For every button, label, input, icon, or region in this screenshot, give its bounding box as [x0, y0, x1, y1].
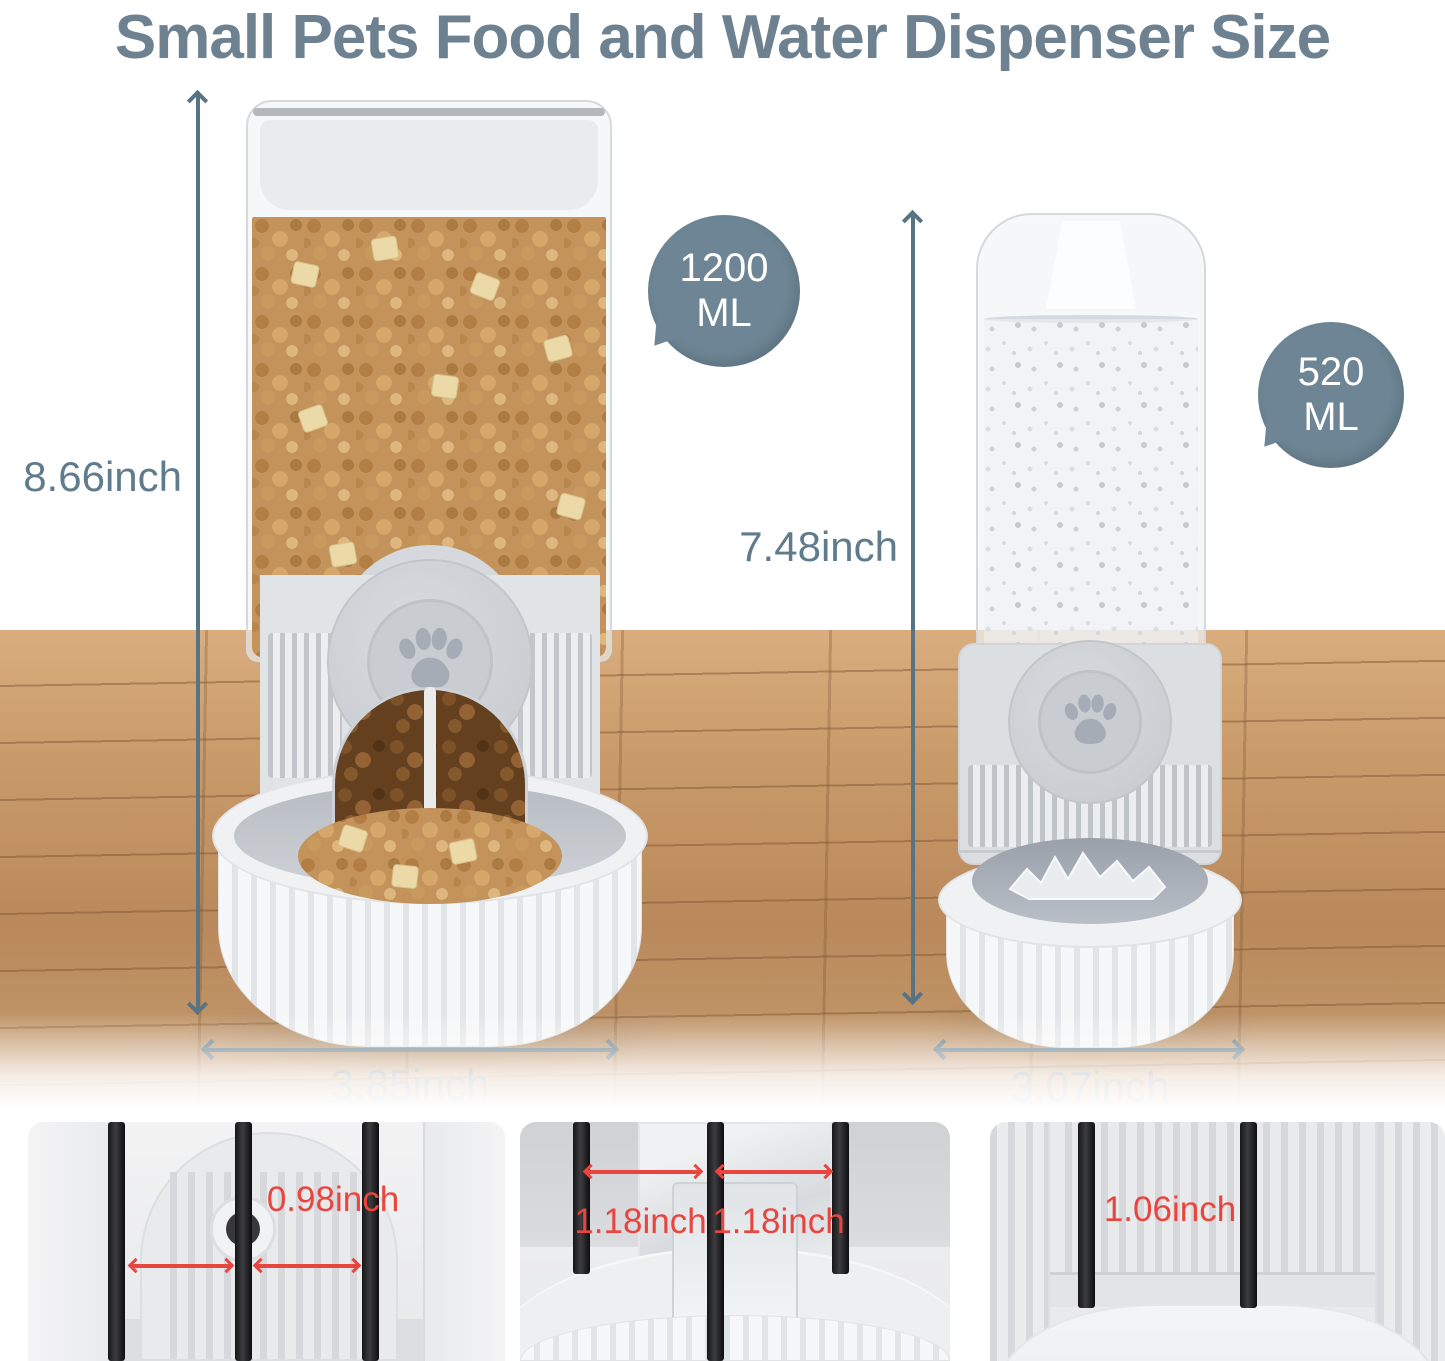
bubble-tail	[623, 305, 693, 377]
measure-arrow	[714, 1163, 834, 1180]
back-mount-ribs	[1065, 1122, 1360, 1272]
cage-bar	[108, 1122, 125, 1361]
photo-bottom-fade	[0, 1013, 1445, 1110]
treat-cube	[430, 373, 460, 400]
arrowhead-up-icon	[186, 89, 209, 112]
food-tank-lid	[253, 108, 605, 116]
cage-bar	[1240, 1122, 1257, 1308]
cage-bar	[1078, 1122, 1095, 1308]
bar-gap-left-label: 1.18inch	[574, 1202, 707, 1241]
bottle-edge-left	[28, 1122, 118, 1361]
detail-panel-bar-gap: 1.18inch 1.18inch	[520, 1122, 950, 1361]
side-rib-column-right	[1375, 1122, 1445, 1361]
cage-bar	[707, 1122, 724, 1361]
kibble-pile	[298, 808, 562, 904]
capacity-unit: ML	[696, 291, 752, 335]
bar-gap-right-label: 1.18inch	[712, 1202, 845, 1241]
capacity-value: 1200	[679, 246, 769, 291]
paw-medallion-water-inner	[1038, 670, 1142, 774]
treat-cube	[328, 540, 358, 569]
dimension-line	[911, 215, 915, 1000]
bubble-tail	[1233, 406, 1303, 478]
water-height-arrow	[901, 209, 924, 1006]
side-rib-column-left	[990, 1122, 1050, 1361]
bottle-edge-right	[423, 1122, 505, 1361]
mount-lower-band	[1050, 1275, 1375, 1307]
treat-cube	[370, 235, 400, 262]
food-tank-lid-inner	[260, 120, 598, 210]
photo-scene: 8.66inch 7.48inch 3.85inch 3.07inch 1200…	[0, 75, 1445, 1110]
water-height-label: 7.48inch	[739, 523, 898, 570]
food-height-label: 8.66inch	[23, 453, 182, 500]
paw-icon	[398, 628, 463, 689]
detail-panels: 0.98inch 1.18inch 1.18inch	[0, 1122, 1445, 1361]
detail-panel-back-width: 1.06inch	[990, 1122, 1445, 1361]
mount-seam	[1050, 1272, 1375, 1275]
cage-bar	[362, 1122, 379, 1361]
measure-arrow	[582, 1163, 704, 1180]
back-bar-gap-label: 1.06inch	[1103, 1190, 1237, 1229]
water-splash	[1008, 851, 1167, 900]
bottle-neck-highlight	[1046, 221, 1136, 309]
hanging-hole-width-label: 0.98inch	[266, 1180, 400, 1219]
paw-icon	[1064, 694, 1117, 744]
page-title: Small Pets Food and Water Dispenser Size	[114, 3, 1331, 72]
dimension-line	[196, 95, 200, 1010]
bowl-back	[995, 1304, 1440, 1361]
arrowhead-up-icon	[901, 209, 924, 232]
cage-bar	[235, 1122, 252, 1361]
measure-arrow	[252, 1257, 362, 1274]
detail-panel-hanging-hole: 0.98inch	[28, 1122, 505, 1361]
water-capacity-bubble: 520 ML	[1233, 322, 1404, 478]
food-height-arrow	[186, 89, 209, 1016]
cage-bar	[832, 1122, 849, 1274]
food-capacity-bubble: 1200 ML	[623, 215, 800, 377]
measure-arrow	[127, 1257, 235, 1274]
cage-bar	[573, 1122, 590, 1274]
treat-cube	[390, 863, 420, 890]
capacity-unit: ML	[1303, 395, 1359, 439]
capacity-value: 520	[1297, 350, 1365, 395]
